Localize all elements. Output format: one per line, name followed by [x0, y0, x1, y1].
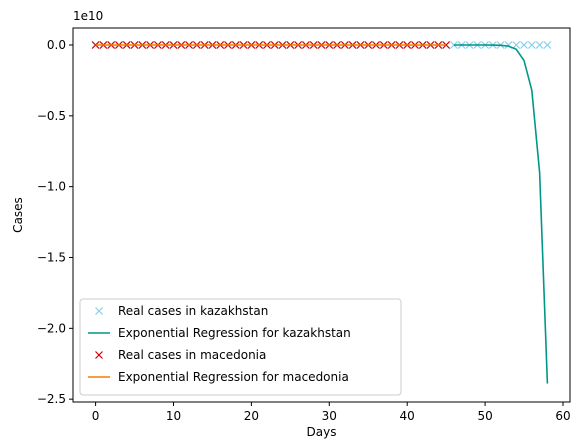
- y-tick-label: −1.0: [37, 180, 66, 194]
- y-tick-label: −0.5: [37, 109, 66, 123]
- legend-label: Exponential Regression for kazakhstan: [118, 326, 351, 340]
- axes: 0 10 20 30 40 50 60 0.0 −0.5 −1.0 −1.5 −2.0 −2.5: [37, 38, 571, 423]
- data-point: [512, 41, 521, 49]
- plot-marks: [91, 41, 552, 384]
- legend-marker-swatch: [95, 307, 103, 315]
- x-tick-label: 10: [166, 409, 181, 423]
- y-tick-label: −2.0: [37, 321, 66, 335]
- legend-item: Exponential Regression for macedonia: [88, 370, 349, 384]
- series-line: [453, 44, 549, 384]
- legend-item: Real cases in macedonia: [95, 348, 266, 362]
- y-tick-label: −2.5: [37, 392, 66, 406]
- y-tick-label: −1.5: [37, 251, 66, 265]
- x-tick-label: 20: [244, 409, 259, 423]
- data-point: [520, 41, 528, 49]
- series-1: [453, 44, 549, 384]
- legend-label: Real cases in macedonia: [118, 348, 266, 362]
- data-point: [527, 41, 536, 49]
- legend-box: [79, 298, 402, 396]
- data-point: [535, 41, 544, 49]
- plot-frame: [72, 27, 571, 403]
- y-tick-label: 0.0: [47, 38, 66, 52]
- x-axis-label: Days: [307, 425, 337, 439]
- legend-label: Real cases in kazakhstan: [118, 304, 268, 318]
- legend: Real cases in kazakhstan Exponential Regr…: [79, 298, 402, 396]
- legend-item: Real cases in kazakhstan: [95, 304, 268, 318]
- x-tick-label: 50: [477, 409, 492, 423]
- x-tick-label: 40: [400, 409, 415, 423]
- x-tick-label: 60: [555, 409, 570, 423]
- y-axis-label: Cases: [11, 197, 25, 233]
- legend-marker-swatch: [95, 351, 103, 359]
- x-tick-label: 0: [92, 409, 100, 423]
- data-point: [543, 41, 552, 49]
- legend-label: Exponential Regression for macedonia: [118, 370, 349, 384]
- y-offset-text: 1e10: [73, 9, 103, 23]
- x-tick-label: 30: [322, 409, 337, 423]
- legend-item: Exponential Regression for kazakhstan: [88, 326, 351, 340]
